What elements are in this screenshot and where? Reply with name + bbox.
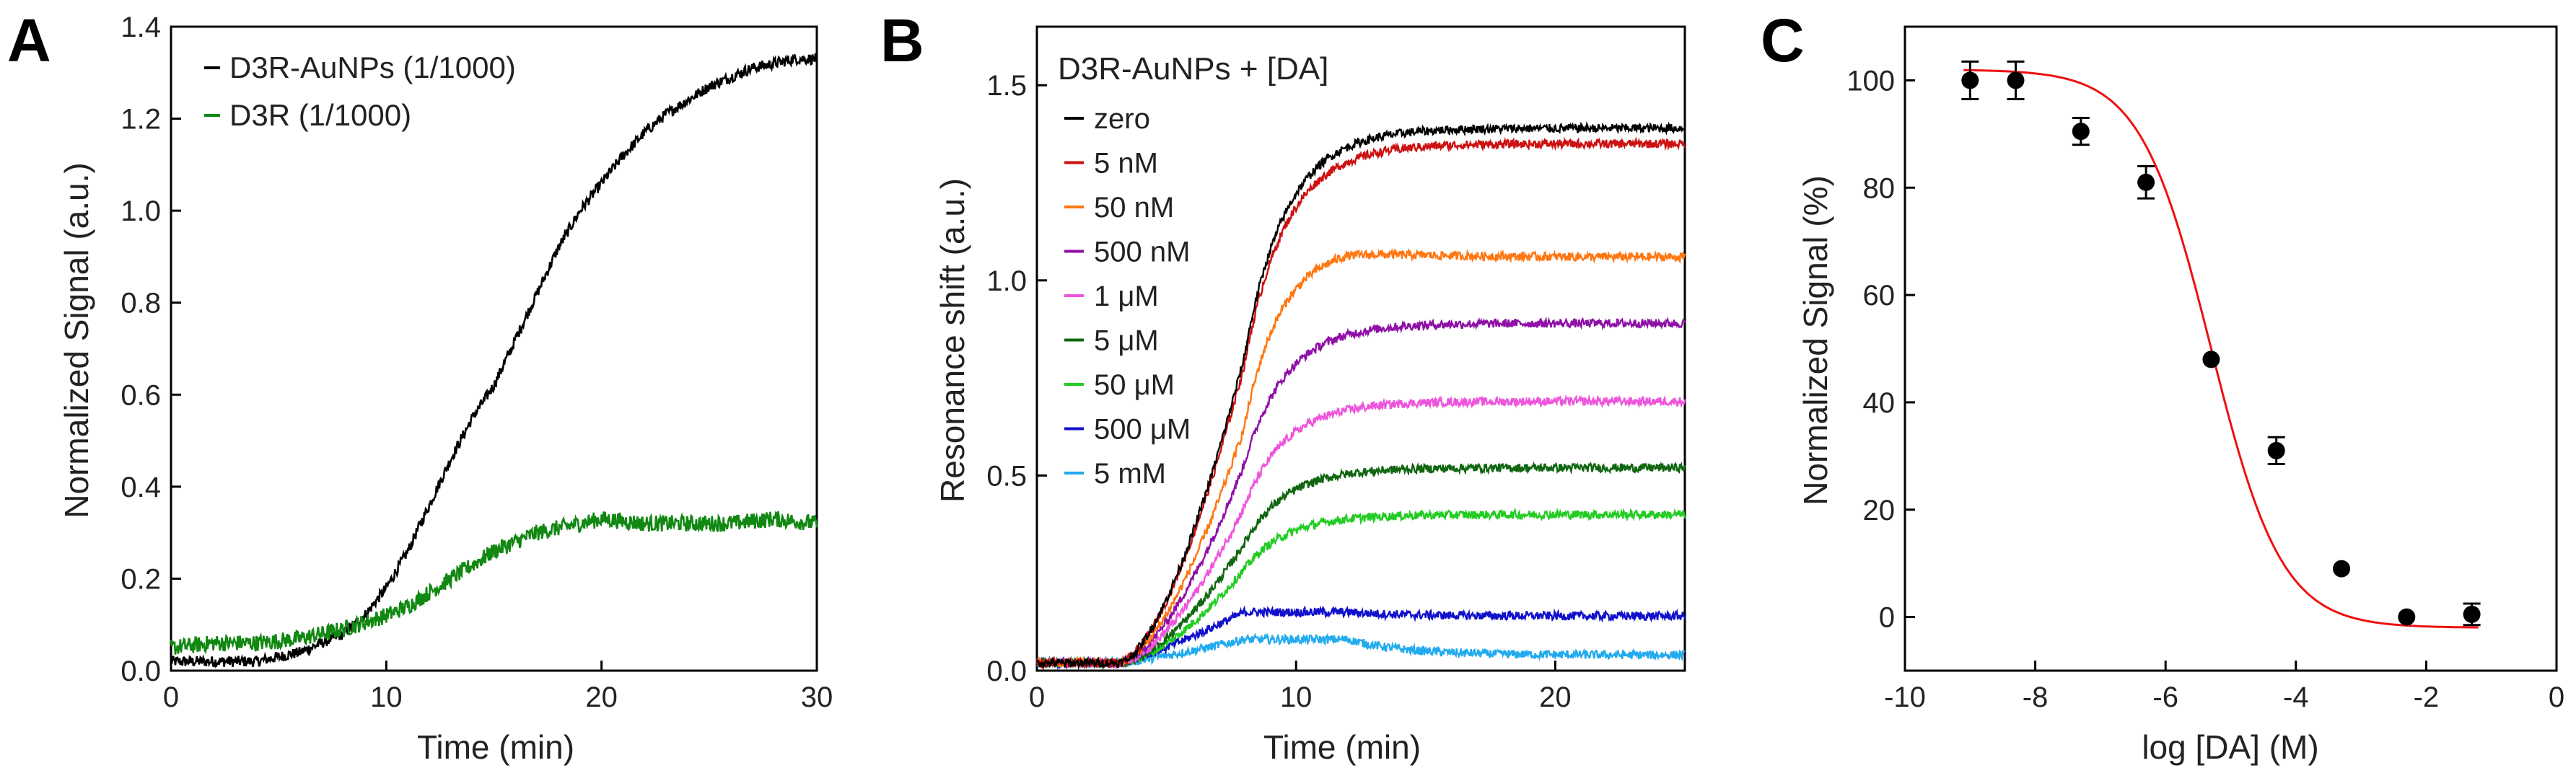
b-series-line-7	[1036, 507, 1686, 669]
c-x-tick-label: -8	[2023, 681, 2049, 713]
c-fit-curve	[1963, 69, 2479, 629]
b-x-tick-label: 10	[1280, 681, 1313, 713]
c-data-point	[2007, 71, 2025, 89]
a-y-tick-label: 1.0	[121, 195, 161, 227]
b-series-line-2	[1035, 136, 1686, 669]
b-series-line-4	[1036, 317, 1686, 671]
a-y-axis-title: Normalized Signal (a.u.)	[58, 162, 95, 518]
c-data-point	[2333, 560, 2351, 578]
c-x-tick-label: -4	[2283, 681, 2309, 713]
a-legend-label-2: D3R (1/1000)	[229, 98, 411, 132]
panel-a: A 0 10 20 30 0.0 0.2 0.4 0.6 0.8 1.0 1.2 1.4 Time (…	[7, 6, 833, 766]
a-x-tick-label: 10	[370, 681, 403, 713]
b-legend-label-9: 5 mM	[1094, 458, 1166, 490]
c-data-point	[2398, 608, 2416, 626]
a-x-axis-title: Time (min)	[417, 728, 574, 766]
a-series-line-2	[170, 511, 818, 655]
a-y-tick-label: 0.8	[121, 288, 161, 319]
c-data-point	[2072, 123, 2090, 141]
b-axes: 0 10 20 0.0 0.5 1.0 1.5	[986, 25, 1686, 713]
a-axes: 0 10 20 30 0.0 0.2 0.4 0.6 0.8 1.0 1.2 1.4	[121, 12, 833, 713]
panel-letter-c: C	[1761, 6, 1805, 74]
a-y-tick-label: 0.6	[121, 379, 161, 411]
c-data-point	[2202, 350, 2220, 369]
b-x-axis-title: Time (min)	[1263, 728, 1421, 766]
c-y-tick-label: 20	[1863, 495, 1896, 526]
b-legend-label-3: 50 nM	[1094, 192, 1174, 224]
a-x-tick-label: 30	[801, 681, 833, 713]
b-y-tick-label: 1.5	[986, 70, 1027, 102]
b-y-axis-title: Resonance shift (a.u.)	[934, 178, 971, 503]
c-x-tick-label: -6	[2152, 681, 2178, 713]
b-series-line-5	[1035, 394, 1686, 669]
a-y-tick-label: 1.4	[121, 12, 161, 43]
a-legend: D3R-AuNPs (1/1000) D3R (1/1000)	[204, 50, 516, 132]
c-y-axis-title: Normalized Signal (%)	[1797, 175, 1834, 506]
a-series-group	[170, 53, 818, 669]
b-plot-frame	[1035, 25, 1686, 672]
c-data-point	[2463, 605, 2481, 623]
b-legend-label-6: 5 μM	[1094, 325, 1159, 357]
c-series-group	[1961, 60, 2481, 629]
c-data-point	[1961, 71, 1979, 89]
panel-letter-a: A	[7, 6, 51, 74]
b-series-line-3	[1035, 247, 1686, 671]
b-x-tick-label: 0	[1029, 681, 1045, 713]
c-data-point	[2267, 441, 2285, 459]
b-legend: zero 5 nM 50 nM 500 nM 1 μM 5 μM 50 μM 500 μM 5 …	[1064, 103, 1191, 490]
b-series-line-1	[1035, 120, 1686, 671]
c-y-tick-label: 60	[1863, 280, 1896, 312]
b-series-group	[1035, 120, 1686, 671]
b-series-line-9	[1036, 632, 1686, 669]
b-legend-label-8: 500 μM	[1094, 414, 1191, 446]
a-x-tick-label: 0	[163, 681, 179, 713]
b-legend-label-1: zero	[1094, 103, 1150, 135]
b-legend-label-5: 1 μM	[1094, 281, 1159, 312]
b-legend-label-7: 50 μM	[1094, 369, 1175, 401]
c-plot-frame	[1903, 25, 2558, 672]
a-y-tick-label: 1.2	[121, 104, 161, 136]
a-y-tick-label: 0.2	[121, 563, 161, 595]
b-x-tick-label: 20	[1539, 681, 1572, 713]
b-y-tick-label: 0.5	[986, 460, 1027, 492]
panel-letter-b: B	[880, 6, 924, 74]
b-y-tick-label: 0.0	[986, 656, 1027, 687]
b-series-line-6	[1036, 461, 1686, 670]
c-x-tick-label: -10	[1884, 681, 1926, 713]
c-x-tick-label: 0	[2549, 681, 2564, 713]
c-y-tick-label: 40	[1863, 387, 1896, 419]
a-y-tick-label: 0.4	[121, 472, 161, 503]
b-legend-label-4: 500 nM	[1094, 237, 1190, 268]
c-x-tick-label: -2	[2414, 681, 2440, 713]
c-y-tick-label: 0	[1879, 602, 1895, 634]
panel-b: B 0 10 20 0.0 0.5 1.0 1.5 Time (min) Resonance…	[880, 6, 1686, 766]
c-x-axis-title: log [DA] (M)	[2142, 728, 2318, 766]
a-legend-label-1: D3R-AuNPs (1/1000)	[229, 50, 516, 84]
b-legend-label-2: 5 nM	[1094, 148, 1158, 180]
a-x-tick-label: 20	[585, 681, 618, 713]
c-y-tick-label: 80	[1863, 172, 1896, 204]
b-y-tick-label: 1.0	[986, 265, 1027, 297]
a-series-line-1	[170, 53, 818, 669]
a-y-tick-label: 0.0	[121, 656, 161, 687]
c-axes: -10 -8 -6 -4 -2 0 0 20 40 60 80 100	[1846, 25, 2564, 713]
b-chart-title: D3R-AuNPs + [DA]	[1058, 51, 1328, 87]
c-y-tick-label: 100	[1846, 65, 1895, 97]
c-data-point	[2137, 173, 2155, 191]
a-plot-frame	[170, 25, 818, 672]
